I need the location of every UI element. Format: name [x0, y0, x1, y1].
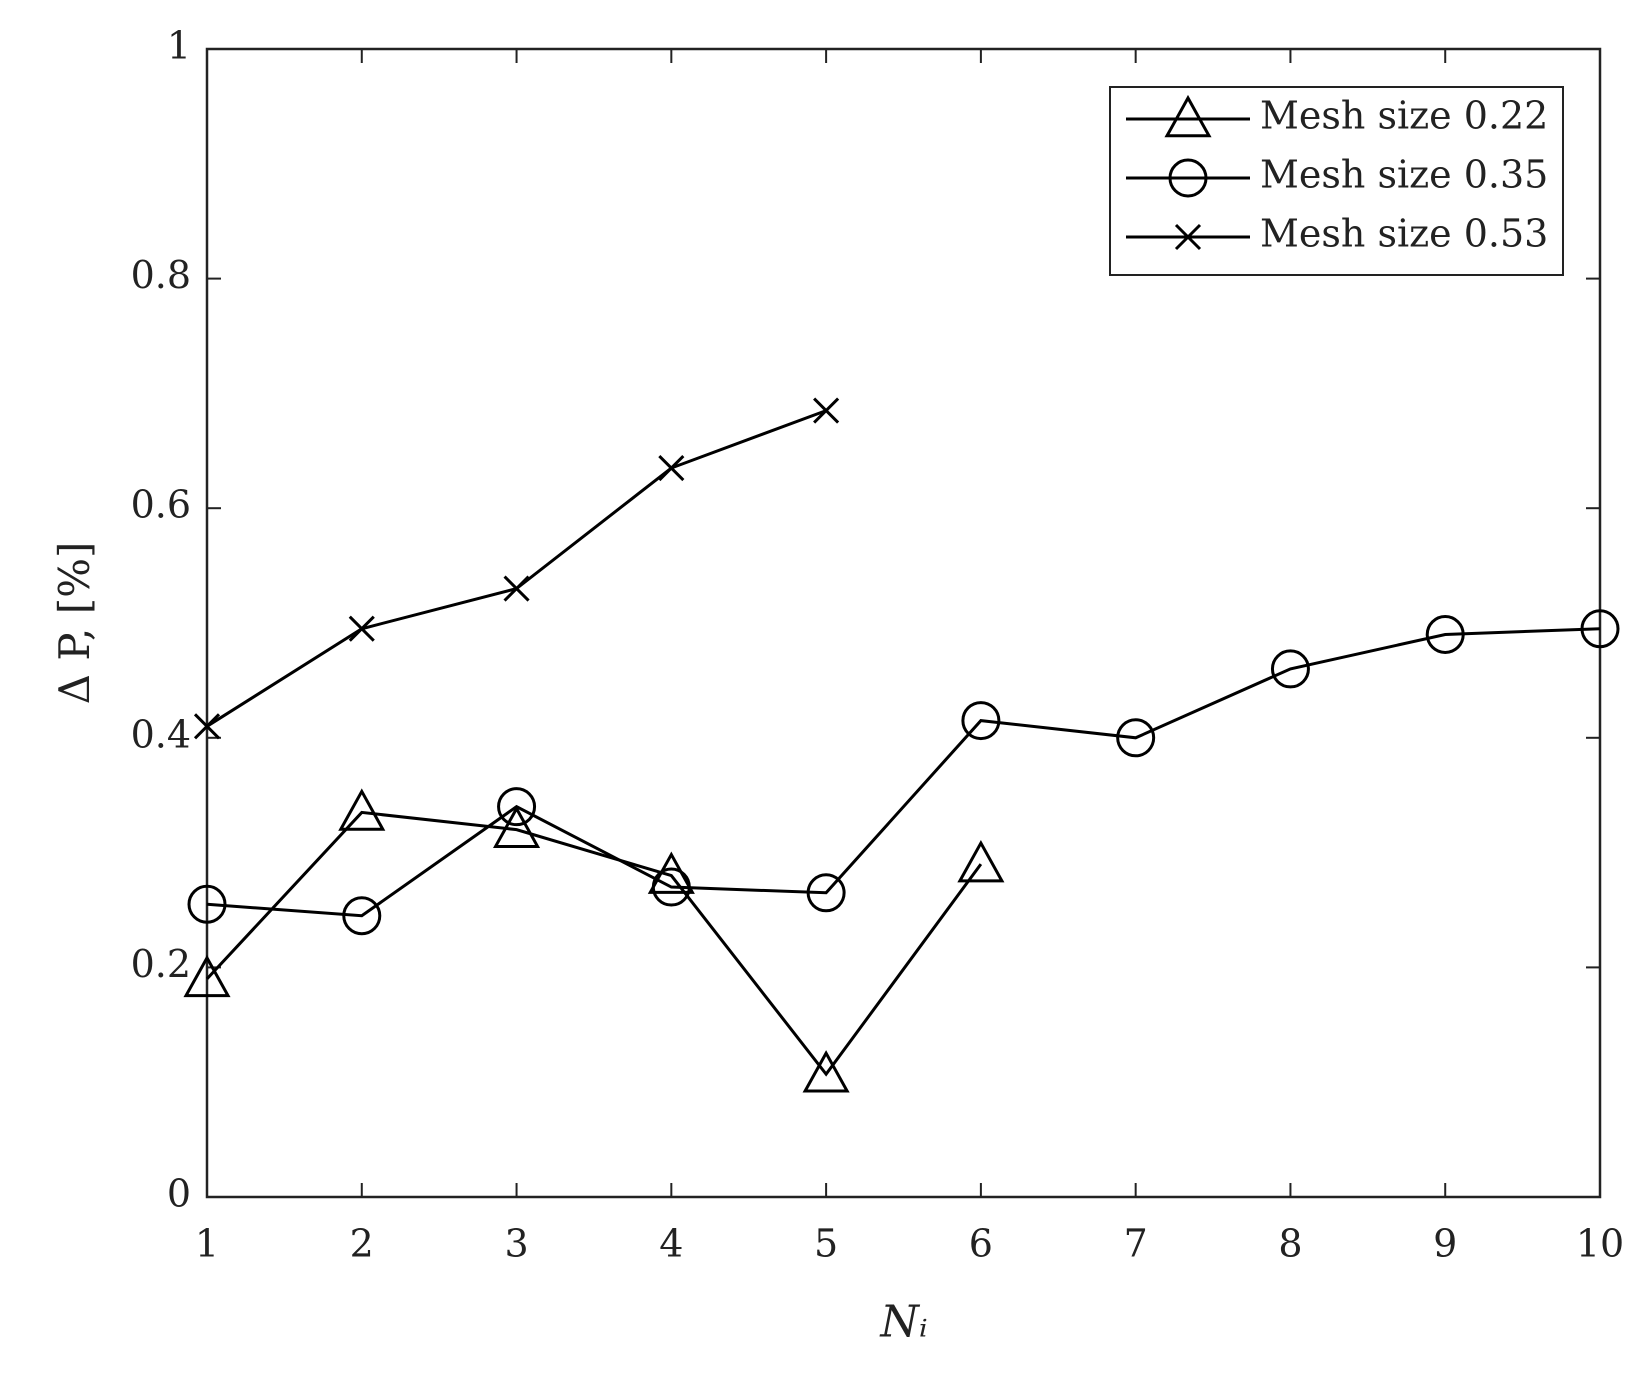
- legend-marker: [1174, 223, 1202, 251]
- x-tick-label: 2: [350, 1222, 374, 1266]
- data-point: [806, 873, 846, 913]
- legend-label: Mesh size 0.53: [1260, 212, 1548, 256]
- y-tick-label: 0: [167, 1172, 191, 1216]
- data-point: [338, 788, 386, 831]
- x-tick-label: 3: [504, 1222, 528, 1266]
- data-point: [1580, 609, 1620, 649]
- plot-frame: [205, 47, 1602, 1199]
- data-point: [1270, 649, 1310, 689]
- x-tick-label: 6: [969, 1222, 993, 1266]
- x-tick-label: 7: [1124, 1222, 1148, 1266]
- data-point: [183, 954, 231, 998]
- data-point: [1116, 718, 1156, 758]
- x-tick-label: 10: [1576, 1222, 1624, 1266]
- data-point: [802, 1050, 850, 1093]
- x-tick-label: 5: [814, 1222, 838, 1266]
- x-tick-label: 8: [1278, 1222, 1302, 1266]
- data-point: [813, 397, 840, 424]
- x-axis-label: Nᵢ: [879, 1297, 927, 1348]
- data-point: [193, 713, 221, 740]
- legend-marker: [1164, 94, 1212, 138]
- data-point: [342, 896, 382, 936]
- y-tick-label: 0.2: [131, 942, 191, 986]
- y-axis-label: Δ P, [%]: [50, 542, 99, 705]
- data-point: [961, 701, 1001, 741]
- y-tick-label: 0.8: [131, 253, 191, 297]
- data-point: [187, 884, 227, 924]
- x-tick-label: 4: [659, 1222, 683, 1266]
- data-point: [1425, 614, 1465, 654]
- y-tick-label: 1: [167, 24, 191, 68]
- legend-label: Mesh size 0.22: [1260, 94, 1548, 138]
- legend-marker: [1168, 158, 1208, 198]
- data-point: [497, 787, 537, 827]
- data-point: [658, 454, 685, 482]
- x-tick-label: 9: [1433, 1222, 1457, 1266]
- data-point: [348, 615, 375, 642]
- data-point: [493, 805, 541, 848]
- data-point: [957, 839, 1005, 883]
- y-tick-label: 0.4: [131, 712, 191, 756]
- x-tick-label: 1: [195, 1222, 219, 1266]
- legend-label: Mesh size 0.35: [1260, 153, 1548, 197]
- y-tick-label: 0.6: [131, 483, 191, 527]
- data-point: [651, 867, 691, 907]
- series-line: [205, 810, 983, 1077]
- series-line: [206, 627, 1601, 918]
- data-point: [503, 575, 530, 602]
